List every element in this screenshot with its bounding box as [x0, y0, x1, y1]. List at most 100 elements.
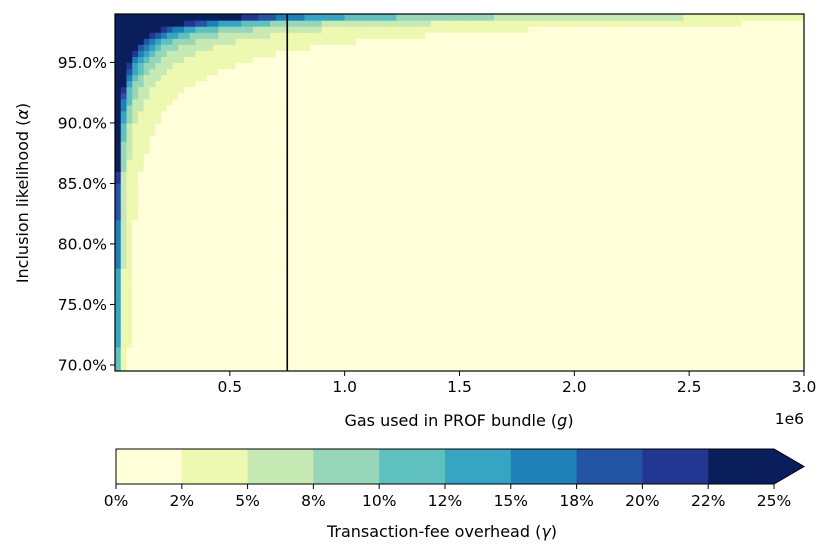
- heatmap-cell: [476, 340, 484, 348]
- heatmap-cell: [798, 189, 804, 197]
- heatmap-cell: [115, 340, 122, 348]
- heatmap-cell: [781, 340, 788, 348]
- heatmap-cell: [482, 231, 489, 239]
- heatmap-cell: [241, 189, 248, 197]
- heatmap-cell: [534, 346, 541, 354]
- heatmap-cell: [247, 340, 254, 348]
- heatmap-cell: [195, 116, 202, 124]
- heatmap-cell: [281, 274, 288, 281]
- heatmap-cell: [287, 183, 294, 191]
- heatmap-cell: [275, 141, 283, 148]
- heatmap-cell: [126, 207, 133, 215]
- heatmap-cell: [287, 268, 294, 275]
- heatmap-cell: [304, 280, 311, 287]
- heatmap-cell: [183, 135, 191, 142]
- heatmap-cell: [430, 141, 438, 148]
- heatmap-cell: [505, 310, 512, 318]
- heatmap-cell: [149, 358, 156, 366]
- heatmap-cell: [706, 304, 713, 312]
- heatmap-cell: [545, 292, 552, 299]
- heatmap-cell: [700, 334, 707, 342]
- heatmap-cell: [178, 268, 185, 275]
- heatmap-cell: [528, 256, 535, 263]
- heatmap-cell: [321, 286, 329, 293]
- heatmap-cell: [292, 231, 300, 239]
- heatmap-cell: [677, 298, 685, 306]
- heatmap-cell: [614, 219, 621, 227]
- heatmap-cell: [275, 171, 283, 178]
- heatmap-cell: [160, 189, 168, 197]
- heatmap-cell: [373, 364, 380, 371]
- heatmap-cell: [172, 249, 179, 257]
- heatmap-cell: [568, 165, 575, 172]
- heatmap-cell: [218, 183, 225, 191]
- heatmap-cell: [413, 128, 420, 136]
- heatmap-cell: [781, 249, 788, 257]
- heatmap-cell: [637, 147, 644, 154]
- heatmap-cell: [218, 358, 225, 366]
- heatmap-cell: [798, 316, 804, 324]
- heatmap-cell: [235, 310, 242, 318]
- heatmap-cell: [160, 256, 168, 263]
- heatmap-cell: [143, 116, 151, 124]
- heatmap-cell: [155, 262, 162, 269]
- heatmap-cell: [683, 328, 690, 336]
- heatmap-cell: [568, 328, 575, 336]
- heatmap-cell: [539, 286, 547, 293]
- heatmap-cell: [700, 280, 707, 287]
- heatmap-cell: [264, 135, 271, 142]
- heatmap-cell: [522, 256, 529, 263]
- heatmap-cell: [769, 153, 776, 160]
- heatmap-cell: [241, 262, 248, 269]
- heatmap-cell: [712, 322, 719, 330]
- heatmap-cell: [292, 352, 300, 360]
- heatmap-cell: [344, 328, 352, 336]
- heatmap-cell: [384, 328, 392, 336]
- heatmap-cell: [740, 159, 748, 166]
- heatmap-cell: [717, 352, 725, 360]
- heatmap-cell: [574, 243, 581, 251]
- heatmap-cell: [758, 195, 765, 203]
- heatmap-cell: [292, 334, 300, 342]
- heatmap-cell: [700, 183, 707, 191]
- heatmap-cell: [752, 249, 759, 257]
- heatmap-cell: [545, 231, 552, 239]
- heatmap-cell: [166, 201, 174, 209]
- heatmap-cell: [499, 364, 507, 371]
- heatmap-cell: [396, 280, 403, 287]
- heatmap-cell: [442, 147, 449, 154]
- heatmap-cell: [735, 171, 742, 178]
- heatmap-cell: [258, 352, 265, 360]
- heatmap-cell: [229, 364, 237, 371]
- heatmap-cell: [534, 292, 541, 299]
- heatmap-cell: [143, 183, 151, 191]
- heatmap-cell: [287, 213, 294, 221]
- heatmap-cell: [643, 141, 650, 148]
- heatmap-cell: [488, 358, 495, 366]
- heatmap-cell: [792, 322, 799, 330]
- heatmap-cell: [310, 219, 317, 227]
- heatmap-cell: [310, 322, 317, 330]
- heatmap-cell: [224, 274, 231, 281]
- heatmap-cell: [310, 147, 317, 154]
- heatmap-cell: [350, 153, 357, 160]
- heatmap-cell: [580, 213, 587, 221]
- heatmap-cell: [528, 147, 535, 154]
- heatmap-cell: [218, 286, 225, 293]
- heatmap-cell: [465, 268, 472, 275]
- heatmap-cell: [775, 346, 782, 354]
- heatmap-cell: [459, 122, 466, 130]
- heatmap-cell: [660, 364, 667, 371]
- heatmap-cell: [493, 316, 501, 324]
- heatmap-cell: [522, 231, 529, 239]
- heatmap-cell: [522, 243, 529, 251]
- heatmap-cell: [287, 352, 294, 360]
- heatmap-cell: [390, 237, 397, 245]
- heatmap-cell: [425, 189, 432, 197]
- heatmap-cell: [476, 316, 484, 324]
- heatmap-cell: [700, 310, 707, 318]
- heatmap-cell: [534, 249, 541, 257]
- heatmap-cell: [402, 195, 409, 203]
- heatmap-cell: [396, 159, 403, 166]
- heatmap-cell: [763, 249, 771, 257]
